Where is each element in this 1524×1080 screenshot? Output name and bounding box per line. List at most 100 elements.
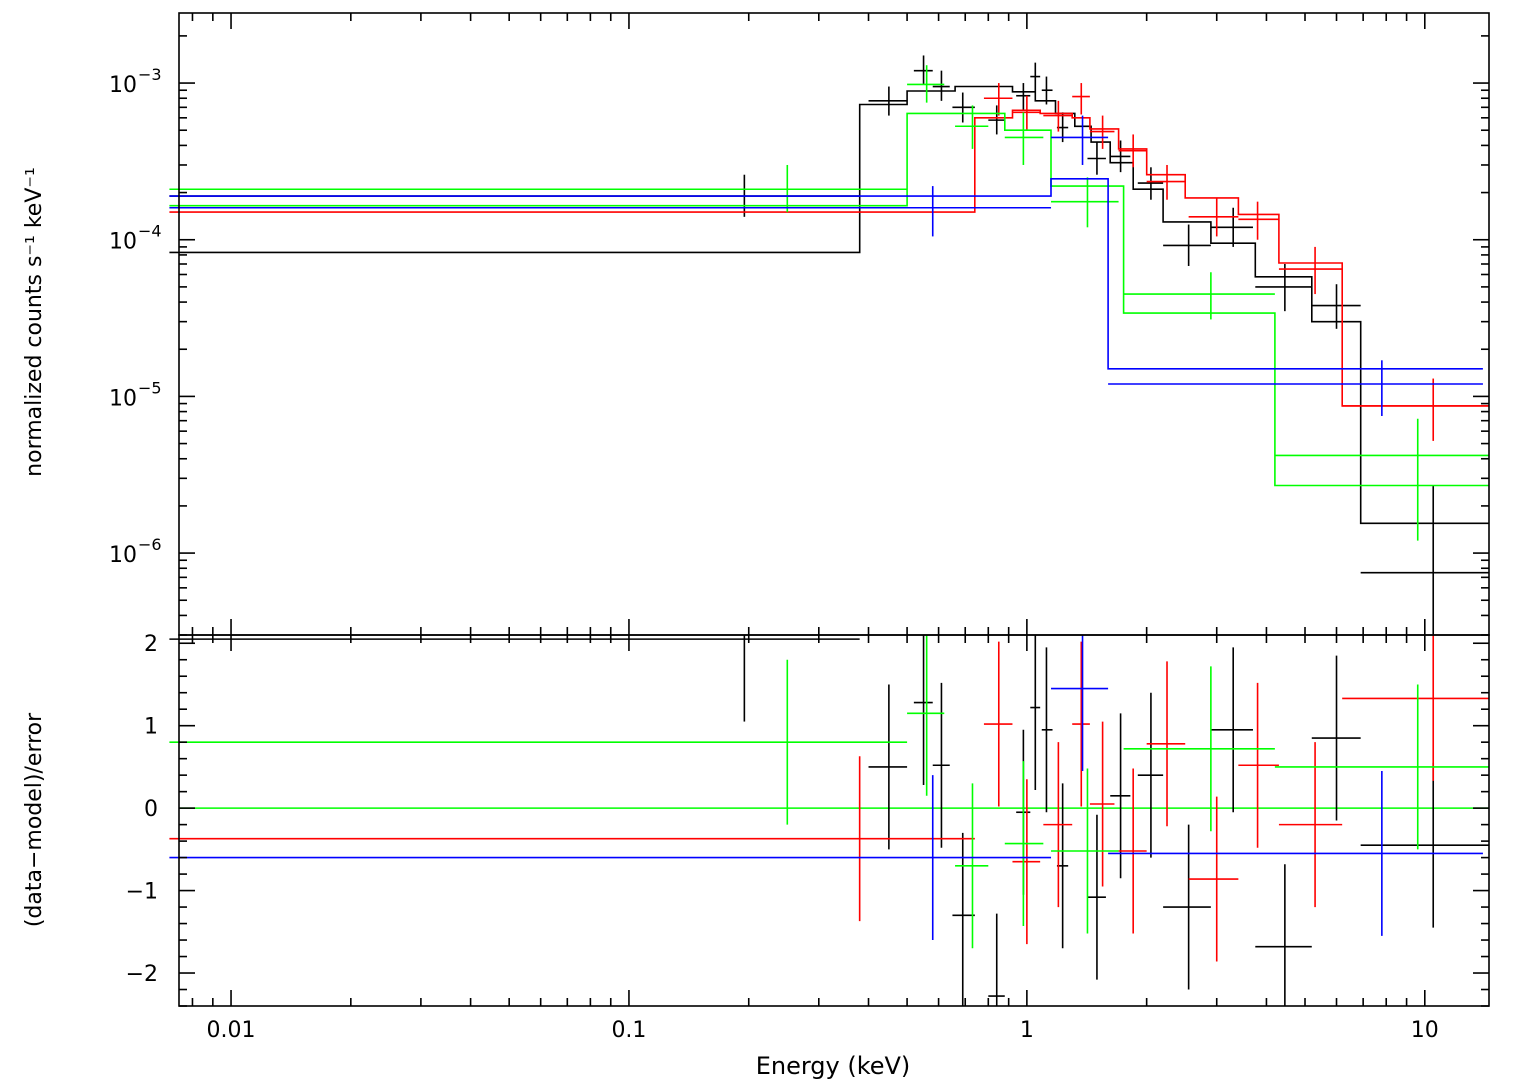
data-point-cross: [1123, 272, 1275, 320]
model-step-line: [169, 178, 1483, 370]
y-axis-label-bottom: (data−model)/error: [22, 712, 47, 927]
spectrum-series-2: [169, 65, 1489, 541]
data-point-cross: [1051, 115, 1109, 165]
data-point-cross: [1278, 246, 1343, 295]
residual-point-cross: [1278, 742, 1343, 908]
data-point-cross: [1043, 100, 1073, 132]
data-point-cross: [1041, 76, 1053, 105]
residual-series-2: [169, 635, 1489, 949]
data-point-cross: [1238, 201, 1279, 240]
data-point-cross: [1089, 115, 1115, 149]
y-tick-label-exponent: −6: [138, 535, 162, 554]
data-point-cross: [868, 86, 908, 116]
residual-point-cross: [1210, 647, 1253, 813]
y-tick-label-exponent: −5: [138, 378, 162, 397]
residual-point-cross: [1137, 692, 1164, 858]
residual-point-cross: [1274, 684, 1489, 850]
residual-point-cross: [1072, 641, 1090, 807]
x-axis-label: Energy (keV): [756, 1052, 911, 1080]
data-point-cross: [932, 70, 950, 101]
spectrum-series-1: [169, 83, 1489, 441]
y-tick-label: 2: [144, 632, 158, 657]
residual-point-cross: [1012, 779, 1041, 945]
data-point-cross: [913, 55, 933, 85]
data-point-cross: [952, 92, 975, 123]
residual-point-cross: [1108, 771, 1483, 936]
x-tick-label: 10: [1411, 1018, 1439, 1043]
residual-point-cross: [955, 783, 989, 949]
data-point-cross: [1072, 83, 1090, 115]
residual-point-cross: [913, 635, 933, 786]
y-tick-label-exponent: −3: [138, 65, 162, 84]
data-point-cross: [907, 65, 945, 103]
data-point-cross: [1137, 167, 1164, 200]
y-tick-label: 10: [109, 386, 137, 411]
residual-series-1: [169, 635, 1489, 962]
data-point-cross: [169, 164, 908, 213]
residual-point-cross: [868, 684, 908, 850]
residual-point-cross: [1118, 768, 1147, 934]
y-tick-label: 10: [109, 230, 137, 255]
y-tick-label: 10: [109, 543, 137, 568]
data-point-cross: [1110, 140, 1131, 173]
model-step-line: [169, 109, 1489, 407]
data-point-cross: [1118, 134, 1147, 168]
residual-point-cross: [1360, 762, 1489, 928]
data-point-cross: [1108, 360, 1483, 416]
data-point-cross: [1255, 264, 1312, 312]
data-point-cross: [1274, 418, 1489, 541]
residual-point-cross: [169, 756, 975, 922]
residual-point-cross: [1146, 661, 1186, 827]
data-point-cross: [983, 83, 1013, 116]
residual-point-cross: [1238, 682, 1279, 848]
spectrum-panel-frame: [178, 12, 1490, 636]
y-tick-label: −2: [126, 962, 158, 987]
spectrum-series-0: [169, 55, 1489, 635]
x-tick-label: 0.01: [207, 1018, 256, 1043]
residual-point-cross: [1342, 635, 1489, 781]
data-point-cross: [1012, 95, 1041, 131]
data-point-cross: [169, 186, 1052, 237]
spectrum-series-3: [169, 115, 1483, 416]
data-point-cross: [1016, 83, 1031, 111]
spectrum-panel-marks: [169, 55, 1489, 635]
residual-point-cross: [1030, 635, 1041, 790]
residual-point-cross: [1087, 814, 1106, 980]
data-point-cross: [955, 105, 989, 149]
residual-panel-frame: [178, 634, 1490, 1007]
residual-point-cross: [1188, 796, 1239, 962]
data-point-cross: [1163, 224, 1211, 266]
residual-point-cross: [983, 641, 1013, 807]
data-point-cross: [1210, 207, 1253, 247]
y-tick-label-exponent: −4: [138, 222, 162, 241]
residual-point-cross: [169, 635, 860, 722]
residual-point-cross: [1004, 761, 1044, 927]
y-tick-label: 1: [144, 715, 158, 740]
residual-point-cross: [952, 832, 975, 1006]
residual-point-cross: [1311, 655, 1361, 821]
residual-point-cross: [1123, 666, 1275, 832]
residual-series-0: [169, 635, 1489, 1006]
y-axis-label-top: normalized counts s⁻¹ keV⁻¹: [22, 167, 47, 477]
residual-point-cross: [1089, 721, 1115, 887]
residual-point-cross: [1255, 864, 1312, 1006]
model-step-line: [169, 112, 1489, 487]
data-point-cross: [1146, 164, 1186, 200]
axes: [178, 12, 1490, 1007]
residual-point-cross: [1051, 635, 1109, 772]
residual-point-cross: [1051, 768, 1119, 934]
residual-point-cross: [932, 682, 950, 848]
residual-series-3: [169, 635, 1483, 941]
data-point-cross: [1087, 142, 1106, 175]
data-point-cross: [1360, 485, 1489, 635]
data-point-cross: [1311, 284, 1361, 329]
residual-point-cross: [1041, 647, 1053, 813]
data-point-cross: [1004, 112, 1044, 165]
x-tick-label: 1: [1020, 1018, 1034, 1043]
residual-point-cross: [907, 635, 945, 796]
data-point-cross: [1188, 197, 1239, 237]
residual-point-cross: [1163, 824, 1211, 990]
data-point-cross: [988, 105, 1005, 135]
